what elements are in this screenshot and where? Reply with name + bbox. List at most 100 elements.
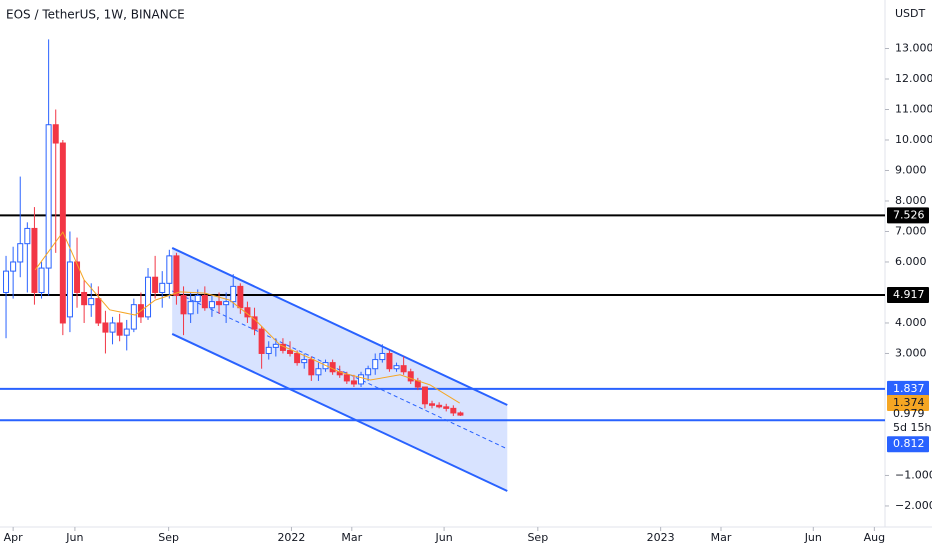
candle-body <box>116 322 123 336</box>
candle-body <box>180 295 187 315</box>
moving-average <box>34 231 460 404</box>
y-tick-label: 11.000 <box>895 102 932 115</box>
candle-body <box>81 291 88 306</box>
channel-upper <box>171 247 508 406</box>
last-price-label: 0.979 <box>893 407 925 420</box>
x-tick-label: Apr <box>4 531 24 544</box>
y-tick-label: 10.000 <box>895 133 932 146</box>
candle-body <box>237 285 244 309</box>
candle-body <box>223 301 230 306</box>
candle-body <box>350 380 357 385</box>
candle-body <box>343 374 350 382</box>
candle-body <box>393 365 400 370</box>
countdown: 5d 15h <box>893 421 931 434</box>
candle-body <box>166 255 173 284</box>
plot-area <box>0 39 885 492</box>
candle-body <box>123 328 130 336</box>
x-tick-label: Jun <box>804 531 822 544</box>
candle-body <box>386 352 393 370</box>
candle-body <box>74 261 81 293</box>
price-label: 0.812 <box>893 437 925 450</box>
candle-body <box>10 261 17 272</box>
y-tick-label: 13.000 <box>895 41 932 54</box>
candle-body <box>251 316 258 330</box>
y-tick-label: 12.000 <box>895 72 932 85</box>
candle-body <box>194 295 201 303</box>
y-tick-label: 8.000 <box>895 194 927 207</box>
chart-title: EOS / TetherUS, 1W, BINANCE <box>6 8 185 22</box>
ma-label: 1.374 <box>893 396 925 409</box>
candle-body <box>230 285 237 303</box>
x-tick-label: 2022 <box>277 531 305 544</box>
x-tick-label: Mar <box>711 531 732 544</box>
candle-body <box>379 352 386 361</box>
y-tick-label: 7.000 <box>895 224 927 237</box>
price-label: 7.526 <box>893 208 925 221</box>
y-tick-label: −1.000 <box>895 468 932 481</box>
candle-body <box>187 301 194 315</box>
y-tick-label: 4.000 <box>895 316 927 329</box>
candle-body <box>201 295 208 309</box>
price-label-box <box>887 207 929 224</box>
candle-body <box>88 298 95 306</box>
candle-body <box>52 124 59 144</box>
x-tick-label: 2023 <box>647 531 675 544</box>
y-tick-label: 6.000 <box>895 255 927 268</box>
price-label-box <box>887 436 929 453</box>
candle-body <box>272 343 279 348</box>
candle-body <box>358 374 365 385</box>
x-tick-label: Jun <box>65 531 83 544</box>
candle-body <box>400 365 407 373</box>
candle-body <box>329 362 336 373</box>
y-tick-label: 9.000 <box>895 163 927 176</box>
candle-body <box>24 227 31 245</box>
candle-body <box>301 359 308 364</box>
x-tick-label: Sep <box>158 531 179 544</box>
candle-body <box>421 386 428 405</box>
candle-body <box>436 404 443 408</box>
candle-body <box>3 270 10 293</box>
price-label: 4.917 <box>893 288 925 301</box>
price-label: 1.837 <box>893 382 925 395</box>
x-tick-label: Mar <box>341 531 362 544</box>
candle-body <box>173 255 180 297</box>
candle-body <box>38 267 45 293</box>
y-tick-label: −2.000 <box>895 499 932 512</box>
candle-body <box>258 328 265 354</box>
candle-body <box>429 403 436 406</box>
candle-body <box>95 298 102 324</box>
channel-lower <box>171 333 508 492</box>
candle-body <box>294 352 301 364</box>
x-tick-label: Jun <box>435 531 453 544</box>
candle-body <box>265 346 272 354</box>
candle-body <box>315 368 322 376</box>
candle-body <box>159 282 166 293</box>
candle-body <box>152 276 159 293</box>
y-tick-label: 3.000 <box>895 346 927 359</box>
candle-body <box>17 243 24 263</box>
price-label-box <box>887 380 929 397</box>
candle-body <box>443 406 450 409</box>
price-label-box <box>887 287 929 304</box>
candle-body <box>66 261 73 318</box>
ma-label-box <box>887 395 929 412</box>
candle-body <box>102 322 109 333</box>
candle-body <box>450 407 457 414</box>
candle-body <box>216 301 223 306</box>
candle-body <box>208 301 215 309</box>
x-tick-label: Sep <box>527 531 548 544</box>
candle-body <box>109 322 116 333</box>
candle-body <box>31 227 38 293</box>
candle-body <box>365 368 372 376</box>
candle-body <box>457 412 464 416</box>
candle-body <box>308 359 315 376</box>
candle-body <box>130 304 137 330</box>
candle-body <box>287 349 294 354</box>
x-tick-label: Aug <box>864 531 885 544</box>
candle-body <box>145 276 152 318</box>
candle-body <box>407 371 414 382</box>
axis-unit: USDT <box>895 7 926 20</box>
candle-body <box>372 359 379 370</box>
candle-body <box>45 124 52 269</box>
